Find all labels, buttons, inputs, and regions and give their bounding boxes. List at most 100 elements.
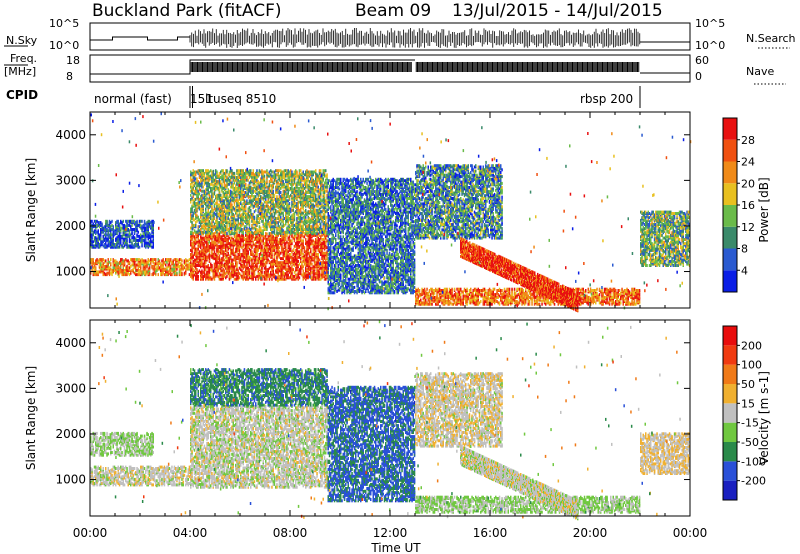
echo-cell: [317, 276, 319, 280]
echo-cell: [205, 258, 207, 262]
echo-cell: [150, 258, 152, 262]
echo-cell: [295, 244, 297, 248]
echo-cell: [302, 265, 304, 269]
echo-cell: [116, 240, 118, 244]
echo-cell: [115, 266, 117, 270]
echo-cell: [100, 270, 102, 274]
echo-cell: [303, 257, 306, 261]
echo-cell: [256, 240, 258, 244]
echo-cell: [226, 238, 228, 241]
echo-cell: [321, 257, 323, 261]
echo-cell: [162, 271, 164, 275]
echo-cell: [226, 191, 228, 194]
echo-cell: [236, 181, 238, 185]
echo-cell: [207, 233, 209, 237]
echo-cell: [287, 250, 289, 254]
echo-cell: [208, 193, 211, 197]
echo-cell: [325, 265, 327, 269]
echo-cell: [255, 242, 257, 246]
echo-cell: [230, 253, 232, 256]
echo-cell: [190, 173, 192, 177]
echo-cell: [228, 226, 231, 230]
echo-cell: [252, 240, 254, 244]
echo-cell: [165, 263, 167, 267]
echo-cell: [101, 226, 103, 230]
cpid-segment-label: ltuseq 8510: [205, 92, 276, 106]
echo-cell: [295, 273, 297, 277]
echo-cell: [297, 269, 299, 273]
echo-cell: [175, 273, 177, 277]
echo-cell: [277, 253, 279, 256]
echo-cell: [146, 260, 148, 264]
echo-cell: [146, 270, 148, 274]
nsearch-label: N.Search: [746, 32, 796, 45]
echo-cell: [292, 257, 294, 261]
echo-cell: [145, 264, 147, 268]
echo-cell: [130, 270, 132, 274]
echo-cell: [266, 232, 268, 236]
echo-cell: [90, 229, 92, 233]
echo-cell: [260, 248, 262, 252]
echo-cell: [91, 236, 93, 240]
nsky-panel: [89, 22, 691, 51]
echo-cell: [265, 269, 267, 273]
echo-cell: [98, 243, 101, 246]
echo-cell: [91, 219, 93, 223]
echo-cell: [253, 254, 256, 258]
echo-cell: [100, 266, 102, 270]
echo-cell: [202, 193, 204, 197]
echo-cell: [138, 264, 141, 268]
echo-cell: [213, 192, 216, 196]
echo-cell: [122, 219, 124, 223]
echo-cell: [122, 259, 124, 263]
echo-cell: [201, 230, 203, 234]
echo-cell: [271, 273, 273, 277]
echo-cell: [195, 253, 197, 256]
echo-cell: [205, 230, 207, 234]
echo-cell: [228, 199, 231, 203]
echo-cell: [180, 273, 182, 277]
echo-cell: [151, 264, 153, 268]
echo-cell: [231, 222, 233, 226]
echo-cell: [175, 264, 177, 268]
echo-cell: [143, 244, 146, 248]
echo-cell: [202, 232, 204, 236]
echo-cell: [213, 225, 216, 229]
echo-cell: [212, 253, 214, 256]
echo-cell: [301, 242, 303, 246]
echo-cell: [282, 251, 284, 255]
echo-cell: [191, 230, 193, 234]
echo-cell: [158, 266, 161, 270]
echo-cell: [198, 225, 201, 229]
echo-cell: [308, 243, 311, 247]
echo-cell: [236, 204, 238, 208]
echo-cell: [91, 223, 93, 227]
echo-cell: [143, 271, 146, 275]
echo-cell: [197, 232, 199, 236]
echo-cell: [275, 251, 277, 255]
echo-cell: [283, 243, 286, 247]
echo-cell: [177, 259, 179, 263]
echo-cell: [212, 232, 214, 236]
echo-cell: [205, 222, 207, 226]
echo-cell: [193, 170, 196, 174]
echo-cell: [200, 215, 202, 219]
echo-cell: [263, 262, 266, 266]
echo-cell: [200, 184, 202, 188]
echo-cell: [213, 199, 216, 203]
echo-cell: [255, 233, 257, 237]
echo-cell: [187, 259, 189, 263]
echo-cell: [111, 219, 113, 223]
echo-cell: [98, 245, 101, 249]
echo-cell: [268, 247, 271, 251]
echo-cell: [243, 243, 246, 247]
echo-cell: [123, 232, 126, 236]
echo-cell: [161, 263, 163, 267]
echo-cell: [118, 260, 121, 264]
echo-cell: [221, 174, 223, 178]
echo-cell: [95, 219, 97, 223]
echo-cell: [238, 246, 241, 250]
echo-cell: [310, 232, 312, 236]
echo-cell: [288, 259, 291, 263]
